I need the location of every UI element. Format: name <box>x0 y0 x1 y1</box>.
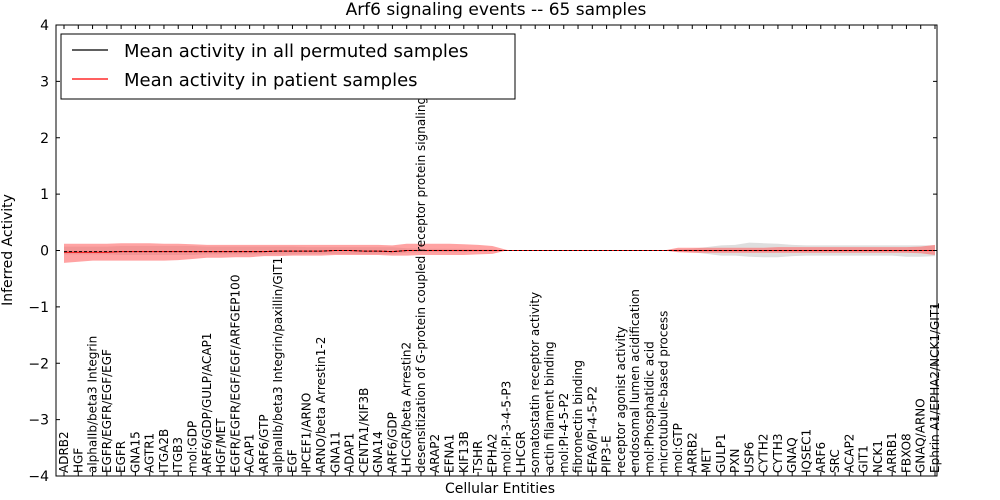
x-tick-label: NCK1 <box>871 440 885 473</box>
x-tick-label: ARAP2 <box>428 434 442 473</box>
y-axis-ticks: −4 −3 −2 −1 0 1 2 3 4 <box>28 18 937 485</box>
x-tick-label: alphaIIb/beta3 Integrin <box>86 336 100 473</box>
x-tick-label: FBXO8 <box>899 433 913 473</box>
x-tick-label: ARRB2 <box>685 432 699 473</box>
x-tick-label: ARF6/GDP <box>385 412 399 473</box>
x-tick-label: GNAQ/ARNO <box>914 398 928 473</box>
y-tick-label: −2 <box>28 356 49 372</box>
legend-box <box>60 33 516 100</box>
x-tick-label: ARNO/beta Arrestin1-2 <box>314 337 328 473</box>
x-tick-label: mol:GTP <box>671 423 685 473</box>
y-tick-label: −1 <box>28 300 49 316</box>
y-tick-label: 3 <box>40 74 49 90</box>
x-tick-label: fibronectin binding <box>571 360 585 473</box>
x-tick-label: LHCGR <box>514 431 528 473</box>
x-tick-label: HGF <box>71 448 85 473</box>
x-tick-label: GULP1 <box>714 433 728 473</box>
y-axis-label: Inferred Activity <box>0 194 16 306</box>
x-tick-label: ITGB3 <box>171 437 185 473</box>
y-tick-label: −3 <box>28 413 49 429</box>
x-tick-label: ARRB1 <box>885 432 899 473</box>
x-tick-label: EGFR <box>114 441 128 473</box>
legend-label-patient: Mean activity in patient samples <box>124 70 418 91</box>
x-tick-label: mol:PI-4-5-P2 <box>557 393 571 473</box>
x-tick-label: TSHR <box>471 441 485 474</box>
x-tick-label: ARF6/GTP <box>257 414 271 473</box>
x-tick-label: IPCEF1/ARNO <box>300 393 314 473</box>
x-tick-label: KIF13B <box>457 431 471 473</box>
x-tick-label: EFNA1 <box>443 434 457 473</box>
x-tick-label: mol:Phosphatidic acid <box>642 341 656 473</box>
x-tick-label: ARF6/GDP/GULP/ACAP1 <box>200 333 214 473</box>
x-tick-label: ACAP1 <box>243 434 257 473</box>
x-tick-label: IQSEC1 <box>799 429 813 473</box>
x-tick-label: GNA11 <box>328 431 342 473</box>
x-axis-ticks: ADRB2 HGF alphaIIb/beta3 Integrin EGFR/EGFR… <box>57 25 942 476</box>
x-tick-label: ARF6 <box>814 442 828 473</box>
x-tick-label: ADRB2 <box>57 431 71 473</box>
series-lines <box>64 250 935 253</box>
x-tick-label: USP6 <box>742 442 756 473</box>
x-tick-label: GNAQ <box>785 437 799 473</box>
x-tick-label: LHCGR/beta Arrestin2 <box>400 342 414 473</box>
x-tick-label: HGF/MET <box>214 418 228 473</box>
x-tick-label: AGTR1 <box>143 433 157 473</box>
x-tick-label: GNA15 <box>128 431 142 473</box>
x-tick-label: CYTH3 <box>771 434 785 474</box>
x-tick-label: Ephrin A1/EPHA2/NCK1/GIT1 <box>928 302 942 473</box>
x-tick-label: mol:GDP <box>186 421 200 473</box>
x-tick-label: EGF <box>285 449 299 473</box>
x-tick-label: PXN <box>728 449 742 473</box>
x-tick-label: SRC <box>828 449 842 473</box>
x-tick-label: ITGA2B <box>157 429 171 473</box>
x-tick-label: GNA14 <box>371 431 385 473</box>
x-tick-label: receptor agonist activity <box>614 326 628 473</box>
x-tick-label: actin filament binding <box>542 341 556 473</box>
legend: Mean activity in all permuted samples Me… <box>60 33 516 100</box>
y-tick-label: 2 <box>40 131 49 147</box>
x-tick-label: MET <box>700 447 714 473</box>
x-tick-label: CENTA1/KIF3B <box>357 388 371 473</box>
legend-label-permuted: Mean activity in all permuted samples <box>124 41 468 62</box>
y-tick-label: −4 <box>28 469 49 485</box>
x-tick-label: EGFR/EGFR/EGF/EGF <box>100 349 114 473</box>
chart-title: Arf6 signaling events -- 65 samples <box>346 0 647 20</box>
x-tick-label: somatostatin receptor activity <box>528 292 542 473</box>
x-tick-label: alphaIIb/beta3 Integrin/paxillin/GIT1 <box>271 257 285 473</box>
x-axis-label: Cellular Entities <box>445 481 555 497</box>
y-tick-label: 0 <box>40 244 49 260</box>
confidence-bands <box>64 242 935 263</box>
x-tick-label: GIT1 <box>857 445 871 473</box>
x-tick-label: ACAP2 <box>842 434 856 473</box>
band-patient-samples <box>64 243 935 263</box>
x-tick-label: PIP3-E <box>600 435 614 473</box>
y-tick-label: 4 <box>40 18 49 34</box>
x-tick-label: EPHA2 <box>485 433 499 473</box>
x-tick-label: ADAP1 <box>343 433 357 473</box>
x-tick-label: mol:PI-3-4-5-P3 <box>500 381 514 473</box>
x-tick-label: EGFR/EGFR/EGF/EGF/ARFGEP100 <box>228 275 242 473</box>
line-permuted-mean <box>64 250 935 253</box>
x-tick-label: microtubule-based process <box>657 311 671 473</box>
x-tick-label: endosomal lumen acidification <box>628 289 642 473</box>
x-tick-label: EFA6/PI-4-5-P2 <box>585 386 599 473</box>
x-tick-label: CYTH2 <box>757 434 771 474</box>
y-tick-label: 1 <box>40 187 49 203</box>
x-tick-label: desensitization of G-protein coupled rec… <box>414 42 428 473</box>
